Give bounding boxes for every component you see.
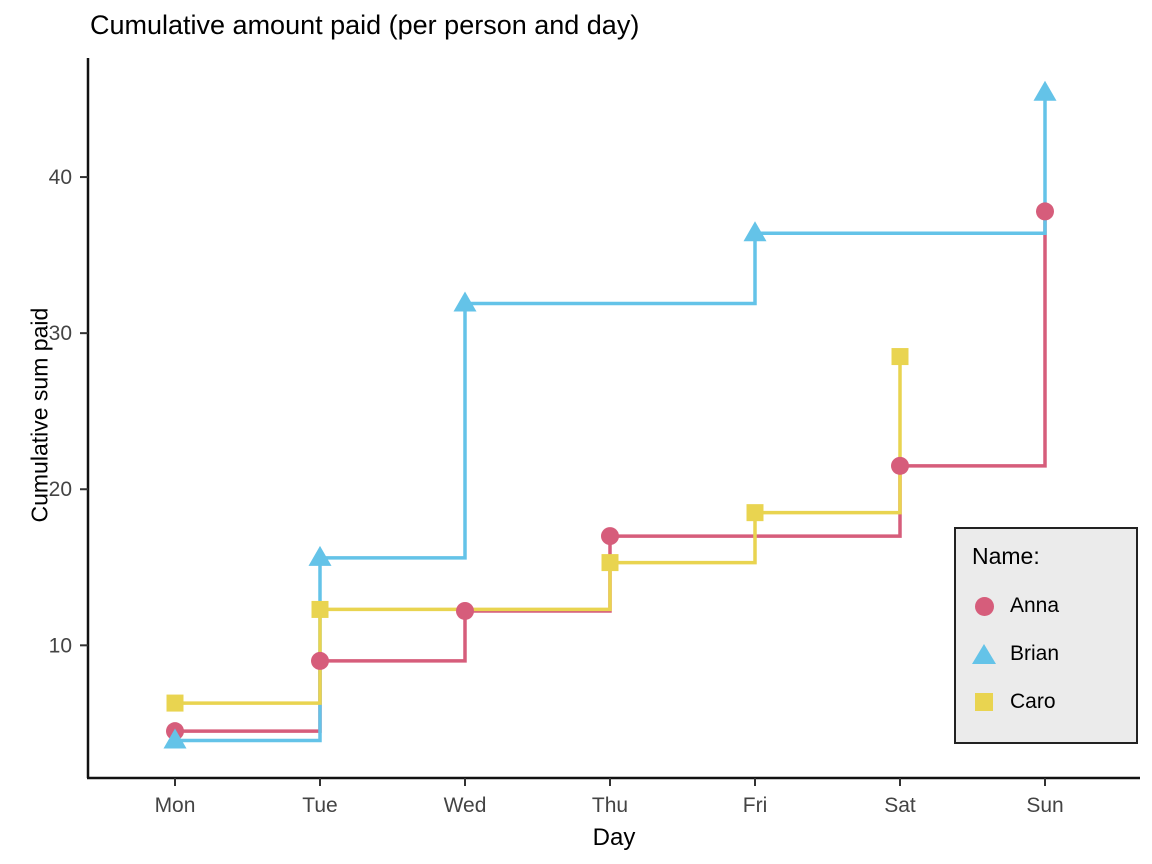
brian-point-marker xyxy=(163,728,187,749)
anna-point-marker xyxy=(601,527,619,546)
y-tick-label: 20 xyxy=(49,478,72,501)
brian-triangle-marker-icon xyxy=(972,644,996,664)
caro-step-line xyxy=(175,356,902,705)
brian-point-marker xyxy=(308,545,332,566)
legend-item-caro: Caro xyxy=(972,678,1122,726)
brian-step-line xyxy=(175,92,1047,743)
anna-point-marker xyxy=(456,601,474,620)
caro-point-marker xyxy=(601,554,619,572)
brian-point-marker xyxy=(453,291,477,312)
caro-point-marker xyxy=(891,348,909,366)
caro-point-marker xyxy=(166,694,184,712)
legend-marker-box xyxy=(972,596,996,616)
caro-point-marker xyxy=(311,600,329,618)
x-tick-label: Tue xyxy=(302,794,337,817)
x-tick-label: Wed xyxy=(444,794,487,817)
caro-point-marker xyxy=(746,504,764,522)
y-tick-label: 40 xyxy=(49,166,72,189)
x-tick-label: Sun xyxy=(1026,794,1063,817)
legend-title: Name: xyxy=(972,543,1040,569)
anna-circle-marker-icon xyxy=(974,596,994,616)
legend-label-caro: Caro xyxy=(1010,690,1056,713)
x-tick-label: Thu xyxy=(592,794,628,817)
legend-label-brian: Brian xyxy=(1010,642,1060,665)
y-tick-label: 10 xyxy=(49,634,72,657)
legend-label-anna: Anna xyxy=(1010,594,1060,617)
x-tick-label: Fri xyxy=(743,794,768,817)
y-tick-label: 30 xyxy=(49,322,72,345)
anna-point-marker xyxy=(311,651,329,670)
anna-point-marker xyxy=(891,456,909,475)
legend: Name: Anna Brian Caro xyxy=(954,527,1138,744)
legend-item-anna: Anna xyxy=(972,582,1122,630)
caro-square-marker-icon xyxy=(975,693,993,711)
legend-item-brian: Brian xyxy=(972,630,1122,678)
brian-point-marker xyxy=(743,221,767,242)
x-tick-label: Mon xyxy=(155,794,196,817)
legend-marker-box xyxy=(972,644,996,664)
anna-step-line xyxy=(175,211,1047,733)
x-tick-label: Sat xyxy=(884,794,916,817)
legend-marker-box xyxy=(972,693,996,711)
chart-title: Cumulative amount paid (per person and d… xyxy=(90,10,640,40)
anna-point-marker xyxy=(1036,202,1054,221)
brian-point-marker xyxy=(1033,80,1057,101)
x-axis-label: Day xyxy=(592,824,636,851)
